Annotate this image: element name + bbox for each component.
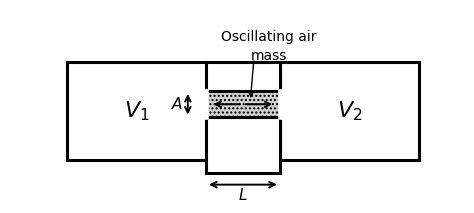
Text: $V_2$: $V_2$ bbox=[337, 99, 362, 123]
Text: L: L bbox=[239, 188, 247, 203]
Bar bbox=[66, 62, 206, 160]
Text: mass: mass bbox=[250, 49, 287, 63]
Text: A: A bbox=[172, 97, 182, 112]
Bar bbox=[280, 62, 419, 160]
Bar bbox=[206, 91, 280, 117]
Bar bbox=[206, 62, 280, 91]
Text: $V_1$: $V_1$ bbox=[124, 99, 149, 123]
Bar bbox=[206, 117, 280, 173]
Text: Oscillating air: Oscillating air bbox=[221, 30, 316, 45]
